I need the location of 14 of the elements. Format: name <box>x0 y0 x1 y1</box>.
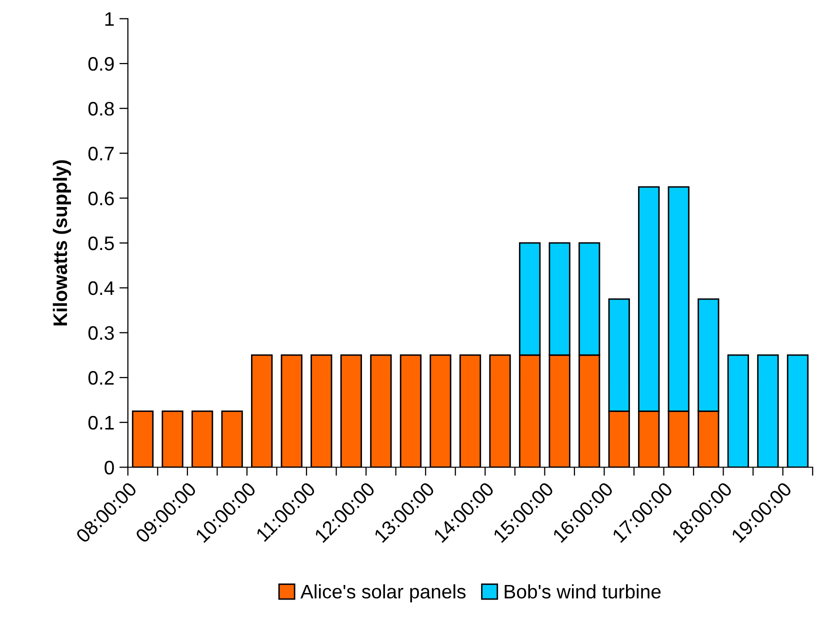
legend-label: Bob's wind turbine <box>504 584 661 599</box>
y-tick-label: 0.4 <box>88 281 114 296</box>
y-tick-label: 0.5 <box>88 236 114 250</box>
y-axis-title: Kilowatts (supply) <box>52 160 71 326</box>
y-tick-label: 0.1 <box>88 416 114 430</box>
y-tick-label: 0.2 <box>88 371 114 385</box>
legend-label: Alice's solar panels <box>300 584 466 602</box>
y-tick-label: 0.3 <box>88 326 114 340</box>
y-tick-label: 0 <box>104 460 114 474</box>
y-tick-label: 0.8 <box>88 102 114 116</box>
y-tick-label: 0.9 <box>88 57 114 71</box>
y-tick-label: 0.6 <box>88 192 114 206</box>
y-tick-label: 1 <box>105 12 114 26</box>
y-tick-label: 0.7 <box>88 146 114 160</box>
